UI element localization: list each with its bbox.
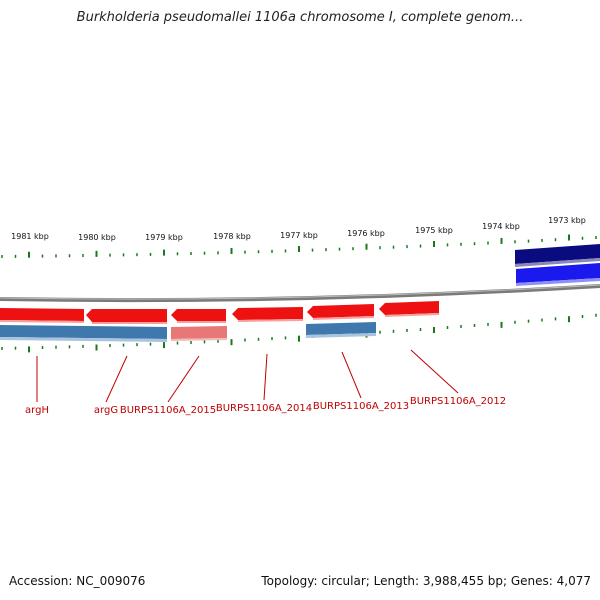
scale-label: 1973 kbp — [548, 216, 586, 225]
gene-label-argH: argH — [25, 405, 49, 416]
label-leader-lines — [36, 349, 459, 403]
scale-label: 1977 kbp — [280, 231, 318, 240]
gene-arrow-argH — [0, 308, 84, 321]
cds-bar-left — [0, 325, 167, 339]
accession-text: Accession: NC_009076 — [9, 574, 146, 588]
gene-arrow-2012 — [379, 301, 439, 315]
scale-ticks — [1, 234, 597, 353]
genome-backbone-highlight — [0, 284, 600, 300]
gene-label-2014: BURPS1106A_2014 — [216, 403, 312, 414]
scale-label: 1974 kbp — [482, 222, 520, 231]
gene-arrow-2014 — [232, 307, 303, 320]
scale-label: 1978 kbp — [213, 232, 251, 241]
gene-arrow-shadows — [0, 313, 439, 324]
gene-arrow-argG — [86, 309, 167, 322]
gene-blue-top-right — [516, 263, 600, 283]
gene-blue-shadow — [516, 278, 600, 286]
scale-label: 1976 kbp — [347, 229, 385, 238]
gene-label-2015: BURPS1106A_2015 — [120, 405, 216, 416]
gene-arrow-2013 — [307, 304, 374, 318]
scale-label: 1979 kbp — [145, 233, 183, 242]
gene-labels: argH argG BURPS1106A_2015 BURPS1106A_201… — [25, 396, 506, 416]
scale-label: 1981 kbp — [11, 232, 49, 241]
cds-bar-left-shadow — [0, 337, 167, 342]
cds-bar-2015-shadow — [171, 338, 227, 341]
scale-labels: 1981 kbp 1980 kbp 1979 kbp 1978 kbp 1977… — [11, 216, 586, 242]
gene-label-2012: BURPS1106A_2012 — [410, 396, 506, 407]
gene-label-argG: argG — [94, 405, 118, 416]
gene-arrow-2015 — [171, 309, 226, 321]
cds-bar-2015-light — [171, 326, 227, 339]
cds-bar-2013 — [306, 322, 376, 335]
scale-label: 1975 kbp — [415, 226, 453, 235]
gene-label-2013: BURPS1106A_2013 — [313, 401, 409, 412]
gene-navy-shadow — [515, 258, 600, 267]
genome-backbone — [0, 284, 600, 303]
gene-navy-top-right — [515, 244, 600, 264]
scale-label: 1980 kbp — [78, 233, 116, 242]
map-title: Burkholderia pseudomallei 1106a chromoso… — [76, 10, 524, 25]
cds-bar-2013-shadow — [306, 333, 376, 338]
summary-text: Topology: circular; Length: 3,988,455 bp… — [261, 574, 591, 588]
